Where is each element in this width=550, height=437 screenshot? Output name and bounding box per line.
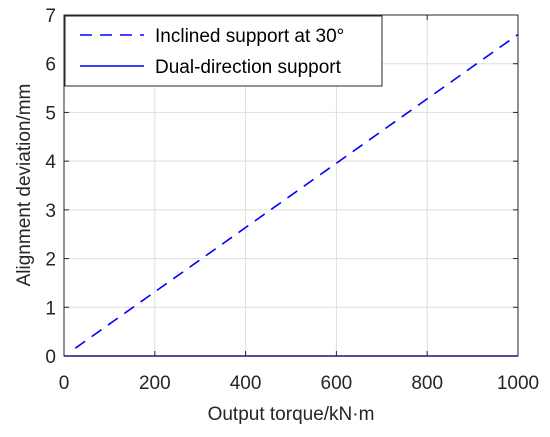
plot-frame — [63, 14, 519, 357]
y-tick-label: 3 — [45, 201, 56, 222]
y-tick-label: 0 — [45, 347, 56, 368]
y-tick-label: 5 — [45, 103, 56, 124]
y-axis-label: Alignment deviation/mm — [14, 84, 35, 287]
x-axis-label: Output torque/kN·m — [208, 404, 375, 425]
x-tick-label: 800 — [411, 373, 443, 394]
series-line-inclined — [74, 33, 519, 349]
y-tick-label: 4 — [45, 152, 56, 173]
x-tick-label: 0 — [59, 373, 70, 394]
y-tick-label: 7 — [45, 6, 56, 27]
x-tick-labels: 0 200 400 600 800 1000 — [59, 373, 539, 394]
x-tick-label: 200 — [139, 373, 171, 394]
legend: Inclined support at 30° Dual-direction s… — [64, 15, 383, 87]
y-tick-label: 6 — [45, 55, 56, 76]
x-tick-label: 400 — [230, 373, 262, 394]
y-tick-label: 1 — [45, 298, 56, 319]
x-tick-label: 1000 — [497, 373, 539, 394]
x-tick-label: 600 — [321, 373, 353, 394]
y-tick-label: 2 — [45, 250, 56, 271]
legend-label-dual: Dual-direction support — [155, 57, 342, 78]
y-tick-labels: 0 1 2 3 4 5 6 7 — [45, 6, 56, 368]
legend-box — [64, 15, 383, 87]
legend-label-inclined: Inclined support at 30° — [155, 26, 344, 47]
